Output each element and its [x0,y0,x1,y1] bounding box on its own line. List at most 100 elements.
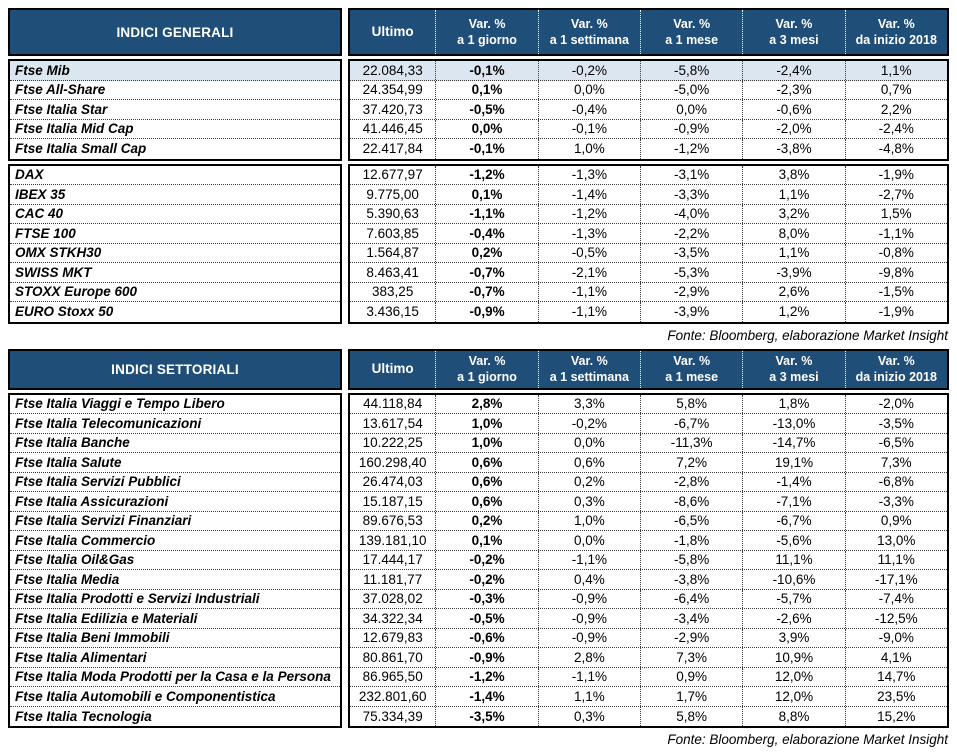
value-var_1_mese: -5,0% [639,80,742,99]
value-ultimo: 34.322,34 [362,610,423,626]
index-name: Ftse All-Share [15,82,106,98]
column-header-label: Var. % [877,16,915,31]
value-ultimo: 160.298,40 [358,454,427,470]
value-var_da_inizio_2018: 23,5% [844,687,947,706]
index-row: Ftse Italia Commercio [10,531,340,551]
index-row-values: 11.181,77 -0,2% 0,4% -3,8% -10,6% -17,1% [350,570,947,590]
index-name: Ftse Italia Edilizia e Materiali [15,610,198,626]
column-header-label: Var. % [775,353,813,368]
value-var_1_giorno: 0,1% [435,185,537,204]
value-var_da_inizio_2018: -9,8% [844,263,947,282]
index-row-values: 139.181,10 0,1% 0,0% -1,8% -5,6% 13,0% [350,531,947,551]
value-ultimo: 139.181,10 [358,532,427,548]
value-ultimo: 24.354,99 [362,82,423,98]
value-ultimo: 22.084,33 [362,62,423,78]
value-var_1_settimana: -0,2% [537,61,640,80]
column-header-var_1_giorno: Var. % a 1 giorno [435,10,537,54]
column-header-label: Var. % [775,16,813,31]
index-row: Ftse Italia Telecomunicazioni [10,414,340,434]
value-var_1_mese: -8,6% [639,492,742,511]
value-var_1_giorno: -0,6% [435,628,537,647]
value-var_1_giorno: 2,8% [435,394,537,413]
value-var_1_settimana: 0,2% [537,472,640,491]
index-row-values: 12.679,83 -0,6% -0,9% -2,9% 3,9% -9,0% [350,628,947,648]
value-var_1_settimana: 0,3% [537,492,640,511]
column-header-sublabel: a 1 mese [665,370,719,384]
value-var_1_settimana: -0,1% [537,119,640,138]
value-var_da_inizio_2018: -3,5% [844,414,947,433]
column-header-sublabel: a 1 settimana [549,370,629,384]
column-header-ultimo: Ultimo [350,351,435,388]
value-ultimo: 26.474,03 [362,474,423,490]
value-ultimo: 80.861,70 [362,649,423,665]
index-row: DAX [10,166,340,185]
index-row-values: 37.420,73 -0,5% -0,4% 0,0% -0,6% 2,2% [350,100,947,120]
value-var_1_settimana: -1,3% [537,224,640,243]
value-var_3_mesi: -3,8% [742,139,844,159]
value-var_1_giorno: 0,6% [435,453,537,472]
column-headers: Ultimo Var. % a 1 giorno Var. % a 1 settiman… [348,348,949,390]
value-var_3_mesi: -5,6% [742,531,844,550]
index-name: Ftse Italia Viaggi e Tempo Libero [15,396,225,412]
value-var_1_mese: 5,8% [639,394,742,413]
column-header-label: Var. % [877,353,915,368]
index-row-values: 86.965,50 -1,2% -1,1% 0,9% 12,0% 14,7% [350,667,947,687]
value-var_1_giorno: 1,0% [435,414,537,433]
value-var_3_mesi: -13,0% [742,414,844,433]
indici-generali-table: INDICI GENERALI Ultimo Var. % a 1 giorno Var… [8,8,949,324]
value-var_3_mesi: -3,9% [742,263,844,282]
value-var_1_giorno: 0,2% [435,511,537,530]
value-var_da_inizio_2018: -1,5% [844,282,947,301]
value-var_3_mesi: 3,2% [742,204,844,223]
value-var_da_inizio_2018: 1,1% [844,61,947,80]
index-row: Ftse Italia Assicurazioni [10,492,340,512]
value-var_1_giorno: -0,9% [435,648,537,667]
index-name-column: Ftse Mib Ftse All-Share Ftse Italia Star Ft… [8,59,342,161]
value-var_1_mese: -1,2% [639,139,742,159]
value-var_3_mesi: 1,1% [742,185,844,204]
value-var_da_inizio_2018: -2,7% [844,185,947,204]
value-var_1_settimana: 0,0% [537,433,640,452]
value-var_1_settimana: -0,9% [537,609,640,628]
value-var_1_mese: 7,3% [639,648,742,667]
column-header-var_da_inizio_2018: Var. % da inizio 2018 [844,10,947,54]
value-var_da_inizio_2018: -7,4% [844,589,947,608]
value-var_1_giorno: -0,9% [435,302,537,322]
value-var_da_inizio_2018: -1,9% [844,165,947,184]
value-var_1_giorno: 0,6% [435,492,537,511]
value-ultimo: 17.444,17 [362,552,423,568]
index-row-values: 34.322,34 -0,5% -0,9% -3,4% -2,6% -12,5% [350,609,947,629]
index-row-values: 80.861,70 -0,9% 2,8% 7,3% 10,9% 4,1% [350,648,947,668]
index-row-values: 22.084,33 -0,1% -0,2% -5,8% -2,4% 1,1% [350,61,947,81]
index-name: Ftse Italia Telecomunicazioni [15,415,202,431]
index-row: Ftse Italia Star [10,100,340,120]
column-header-label: Var. % [570,16,608,31]
index-name: Ftse Italia Commercio [15,532,156,548]
index-row-values: 17.444,17 -0,2% -1,1% -5,8% 11,1% 11,1% [350,550,947,570]
value-ultimo: 86.965,50 [362,669,423,685]
value-var_1_mese: -3,5% [639,243,742,262]
index-name: IBEX 35 [15,186,66,202]
value-var_3_mesi: -0,6% [742,100,844,119]
value-ultimo: 3.436,15 [366,304,419,320]
value-var_da_inizio_2018: 11,1% [844,550,947,569]
value-var_1_giorno: 0,1% [435,80,537,99]
value-ultimo: 75.334,39 [362,708,423,724]
index-row-values: 89.676,53 0,2% 1,0% -6,5% -6,7% 0,9% [350,511,947,531]
value-ultimo: 383,25 [372,284,414,300]
value-var_1_settimana: 0,6% [537,453,640,472]
value-var_1_mese: -2,9% [639,282,742,301]
index-row: Ftse Italia Media [10,570,340,590]
value-var_1_giorno: -1,4% [435,687,537,706]
value-var_3_mesi: -6,7% [742,511,844,530]
index-row-values: 24.354,99 0,1% 0,0% -5,0% -2,3% 0,7% [350,80,947,100]
value-ultimo: 15.187,15 [362,493,423,509]
value-ultimo: 232.801,60 [358,688,427,704]
index-row-values: 7.603,85 -0,4% -1,3% -2,2% 8,0% -1,1% [350,224,947,244]
value-var_3_mesi: 1,8% [742,394,844,413]
value-var_3_mesi: -2,6% [742,609,844,628]
column-header-label: Var. % [673,16,711,31]
index-name: Ftse Italia Oil&Gas [15,552,135,568]
value-var_1_giorno: -1,2% [435,165,537,184]
index-name: Ftse Italia Servizi Pubblici [15,474,181,490]
